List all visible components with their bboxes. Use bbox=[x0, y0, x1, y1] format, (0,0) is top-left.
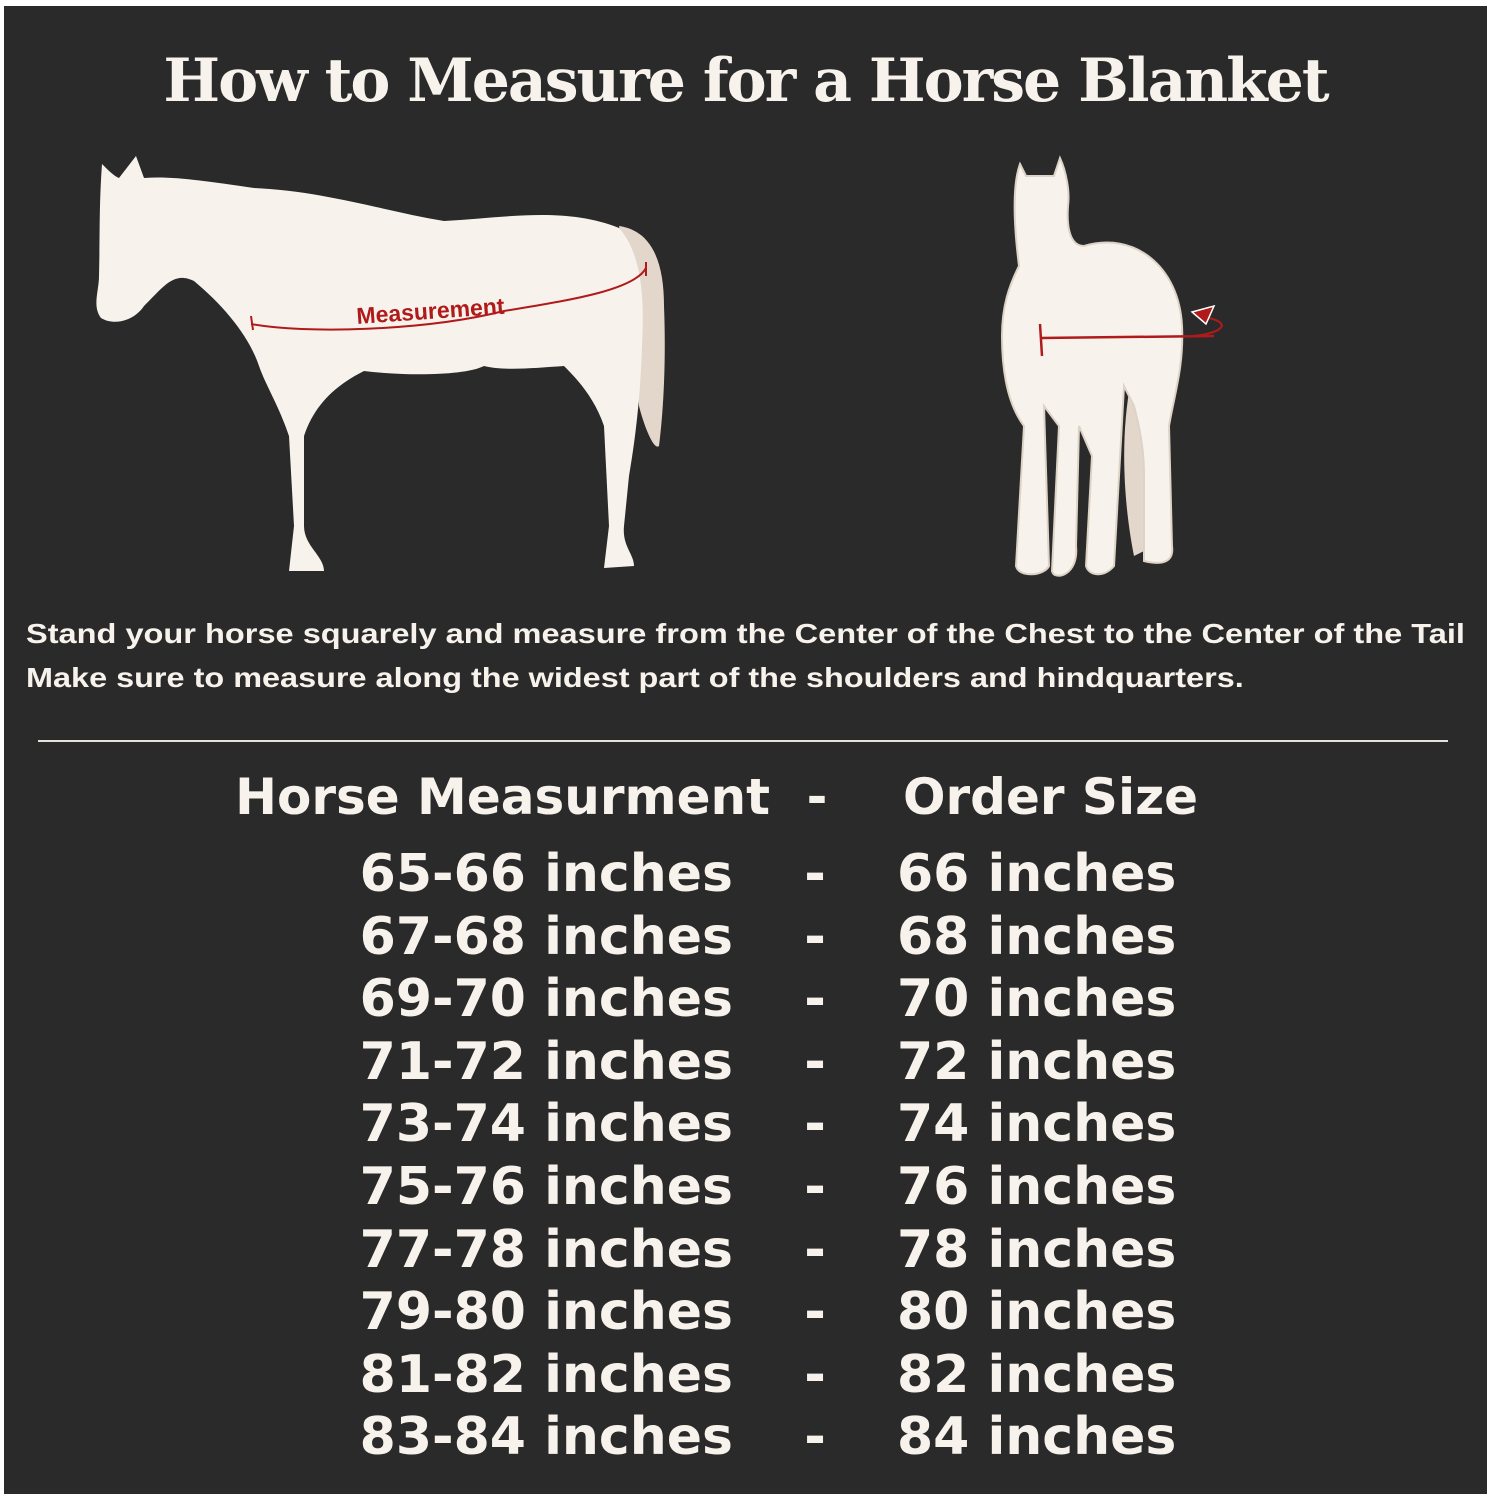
row-separator: - bbox=[804, 844, 826, 904]
row-order-size: 80 inches bbox=[897, 1282, 1177, 1343]
row-measurement: 71-72 inches bbox=[359, 1031, 733, 1092]
row-measurement: 69-70 inches bbox=[359, 969, 733, 1030]
row-order-size: 72 inches bbox=[897, 1031, 1177, 1092]
row-separator: - bbox=[804, 1031, 826, 1092]
instruction-line-1: Stand your horse squarely and measure fr… bbox=[26, 618, 1465, 649]
row-separator: - bbox=[804, 1344, 826, 1405]
row-measurement: 77-78 inches bbox=[359, 1219, 733, 1280]
row-separator: - bbox=[804, 1407, 826, 1468]
header-separator: - bbox=[806, 768, 828, 826]
row-order-size: 74 inches bbox=[897, 1094, 1177, 1155]
row-order-size: 84 inches bbox=[897, 1407, 1177, 1468]
row-measurement: 83-84 inches bbox=[359, 1407, 733, 1468]
row-order-size: 68 inches bbox=[897, 906, 1177, 967]
row-order-size: 82 inches bbox=[897, 1344, 1177, 1405]
row-separator: - bbox=[804, 1157, 826, 1217]
horse-front-view-illustration bbox=[1000, 155, 1223, 577]
row-measurement: 73-74 inches bbox=[359, 1094, 733, 1155]
row-separator: - bbox=[804, 969, 826, 1030]
row-order-size: 78 inches bbox=[897, 1219, 1177, 1280]
row-order-size: 76 inches bbox=[897, 1157, 1177, 1217]
row-order-size: 70 inches bbox=[897, 969, 1177, 1030]
row-measurement: 81-82 inches bbox=[359, 1344, 733, 1405]
horse-body bbox=[96, 156, 643, 571]
header-horse-measurement: Horse Measurment bbox=[235, 768, 770, 826]
divider bbox=[38, 740, 1448, 742]
page-title: How to Measure for a Horse Blanket bbox=[163, 46, 1329, 116]
header-order-size: Order Size bbox=[903, 768, 1199, 826]
row-measurement: 79-80 inches bbox=[359, 1282, 733, 1343]
row-order-size: 66 inches bbox=[897, 844, 1177, 904]
row-separator: - bbox=[804, 906, 826, 967]
row-separator: - bbox=[804, 1219, 826, 1280]
row-separator: - bbox=[804, 1094, 826, 1155]
row-separator: - bbox=[804, 1282, 826, 1343]
row-measurement: 65-66 inches bbox=[359, 844, 733, 904]
measurement-line bbox=[250, 267, 647, 331]
horse-side-view-illustration: Measurement bbox=[96, 156, 665, 571]
horse-body-front bbox=[1000, 155, 1184, 577]
instruction-line-2: Make sure to measure along the widest pa… bbox=[26, 662, 1244, 693]
dark-panel: How to Measure for a Horse Blanket Measu… bbox=[4, 6, 1487, 1494]
arrow-head-icon bbox=[1190, 304, 1216, 326]
row-measurement: 67-68 inches bbox=[359, 906, 733, 967]
row-measurement: 75-76 inches bbox=[359, 1157, 733, 1217]
